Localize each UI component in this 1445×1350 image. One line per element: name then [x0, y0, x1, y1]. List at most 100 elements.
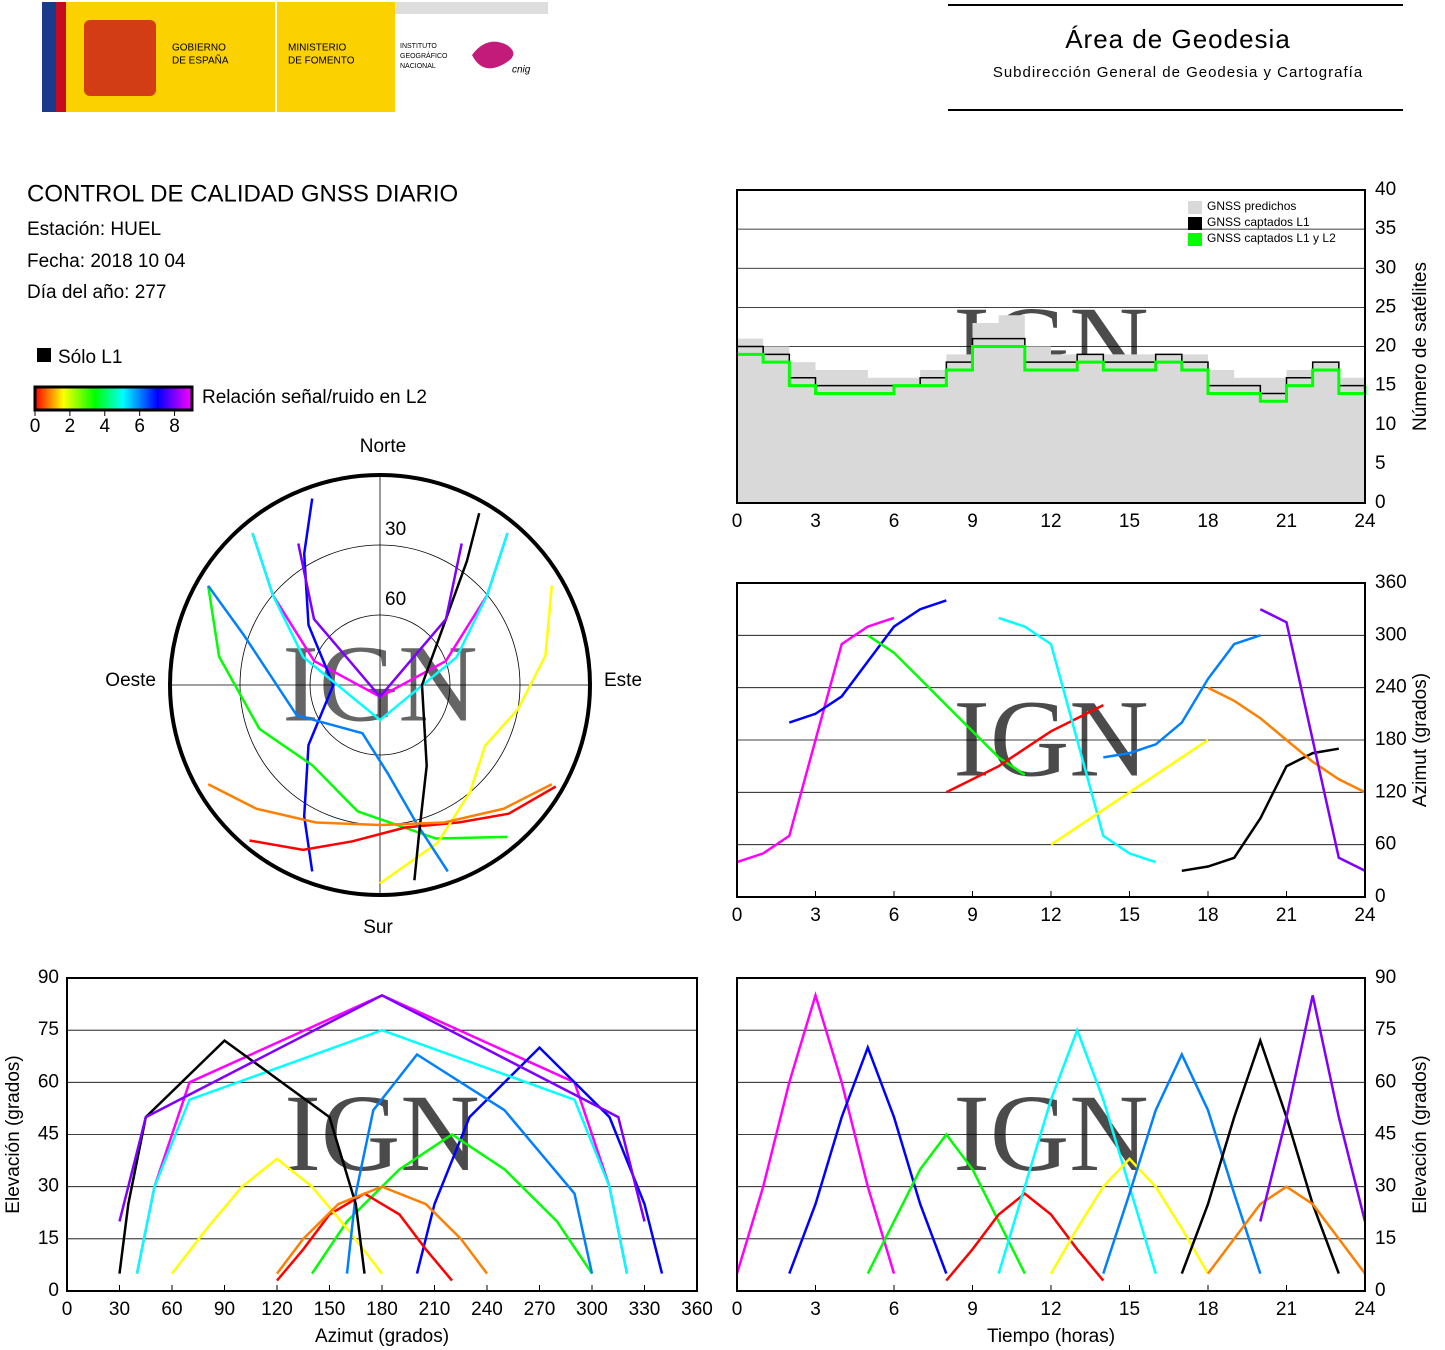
x-tick-label: 15 — [1119, 1299, 1140, 1320]
y-tick-label: 0 — [1375, 886, 1386, 907]
y-tick-label: 60 — [1375, 834, 1396, 855]
logo-text: INSTITUTO — [400, 43, 437, 50]
direction-label: Norte — [360, 436, 406, 457]
x-tick-label: 120 — [261, 1299, 293, 1320]
report-title: CONTROL DE CALIDAD GNSS DIARIO — [27, 180, 458, 207]
y-tick-label: 15 — [1375, 375, 1396, 396]
x-tick-label: 15 — [1119, 511, 1140, 532]
y-tick-label: 15 — [1375, 1228, 1396, 1249]
panel: IGN 0 15 30 45 60 75 90 0 3 6 9 12 15 18 21 24 Tiempo (ho… — [732, 967, 1431, 1347]
x-tick-label: 6 — [889, 511, 900, 532]
azimuth-track — [1103, 634, 1261, 759]
x-tick-label: 21 — [1276, 511, 1297, 532]
panel: IGN 0 60 120 180 240 300 360 0 3 6 9 12 15 18 21 24 Azimu… — [732, 572, 1431, 926]
elevation-track — [788, 1044, 948, 1275]
plot-content: GNSS predichos GNSS captados L1 GNSS capta… — [737, 199, 1367, 503]
y-tick-label: 60 — [1375, 1071, 1396, 1092]
x-axis-label: Azimut (grados) — [315, 1326, 449, 1347]
x-tick-label: 90 — [214, 1299, 235, 1320]
legend-swatch — [1188, 233, 1202, 246]
watermark: IGN — [953, 677, 1149, 799]
plot-content — [736, 599, 1366, 873]
x-tick-label: 18 — [1197, 905, 1218, 926]
day-of-year: Día del año: 277 — [27, 282, 166, 303]
elevation-azimuth-track — [276, 1185, 488, 1275]
elevation-azimuth-track — [345, 1052, 594, 1274]
x-tick-label: 3 — [810, 511, 821, 532]
elevation-ring-label: 60 — [385, 589, 406, 610]
x-tick-label: 9 — [967, 905, 978, 926]
elevation-track — [945, 1191, 1105, 1282]
y-tick-label: 5 — [1375, 453, 1386, 474]
logo-block: GOBIERNO DE ESPAÑA MINISTERIO DE FOMENTO… — [42, 2, 548, 112]
y-tick-label: 0 — [48, 1280, 59, 1301]
y-tick-label: 75 — [38, 1019, 59, 1040]
y-tick-label: 240 — [1375, 677, 1407, 698]
elevation-azimuth-track — [171, 1157, 383, 1275]
y-tick-label: 360 — [1375, 572, 1407, 593]
elevation-azimuth-track — [310, 1133, 594, 1275]
colorbar-tick-label: 4 — [99, 416, 110, 437]
logo-bar — [395, 2, 548, 14]
x-tick-label: 21 — [1276, 905, 1297, 926]
y-tick-label: 10 — [1375, 414, 1396, 435]
x-tick-label: 18 — [1197, 1299, 1218, 1320]
x-tick-label: 0 — [732, 1299, 743, 1320]
y-tick-label: 35 — [1375, 218, 1396, 239]
x-tick-label: 0 — [732, 905, 743, 926]
sky-track — [413, 512, 481, 881]
y-tick-label: 0 — [1375, 492, 1386, 513]
header-subtitle: Subdirección General de Geodesia y Carto… — [993, 64, 1363, 81]
x-tick-label: 360 — [681, 1299, 713, 1320]
flag-red — [56, 2, 66, 112]
legend-label: GNSS captados L1 y L2 — [1207, 231, 1336, 245]
elevation-track — [1207, 1185, 1366, 1275]
date: Fecha: 2018 10 04 — [27, 251, 186, 272]
x-tick-label: 300 — [576, 1299, 608, 1320]
colorbar — [33, 385, 194, 412]
sky-track — [249, 785, 557, 852]
azimuth-track — [867, 634, 1026, 776]
y-tick-label: 75 — [1375, 1019, 1396, 1040]
azimuth-track — [1181, 747, 1340, 873]
logo-text: DE FOMENTO — [288, 56, 355, 67]
elevation-track — [997, 1026, 1157, 1274]
y-tick-label: 40 — [1375, 179, 1396, 200]
y-tick-label: 90 — [1375, 967, 1396, 988]
azimuth-track — [1050, 738, 1209, 846]
x-tick-label: 150 — [314, 1299, 346, 1320]
y-axis-label: Elevación (grados) — [3, 1055, 24, 1213]
sky-track — [302, 498, 335, 872]
x-tick-label: 3 — [810, 1299, 821, 1320]
logo-text: MINISTERIO — [288, 43, 347, 54]
watermark: IGN — [284, 1072, 480, 1194]
x-tick-label: 180 — [366, 1299, 398, 1320]
logo-text: DE ESPAÑA — [172, 54, 229, 67]
x-tick-label: 24 — [1354, 511, 1376, 532]
x-tick-label: 15 — [1119, 905, 1140, 926]
elevation-track — [1102, 1051, 1262, 1274]
elevation-azimuth-track — [415, 1045, 664, 1274]
x-tick-label: 0 — [732, 511, 743, 532]
x-tick-label: 9 — [967, 511, 978, 532]
colorbar-label: Relación señal/ruido en L2 — [202, 387, 427, 408]
y-axis-label: Elevación (grados) — [1410, 1055, 1431, 1213]
plot-frame — [66, 977, 698, 1292]
y-tick-label: 30 — [38, 1176, 59, 1197]
skyplot-content — [206, 498, 557, 885]
x-tick-label: 24 — [1354, 1299, 1376, 1320]
direction-label: Oeste — [105, 670, 156, 691]
eu-band — [42, 2, 56, 112]
elevation-track — [866, 1132, 1026, 1275]
elevation-azimuth-track — [135, 1028, 629, 1274]
y-tick-label: 45 — [38, 1124, 59, 1145]
sky-track — [206, 585, 508, 840]
y-tick-label: 20 — [1375, 336, 1396, 357]
y-tick-label: 45 — [1375, 1124, 1396, 1145]
x-tick-label: 12 — [1040, 905, 1061, 926]
plot-frame — [736, 977, 1366, 1292]
y-tick-label: 30 — [1375, 257, 1396, 278]
elevation-azimuth-track — [118, 993, 646, 1222]
skyplot-rim — [168, 473, 592, 897]
colorbar-tick-label: 0 — [30, 416, 41, 437]
